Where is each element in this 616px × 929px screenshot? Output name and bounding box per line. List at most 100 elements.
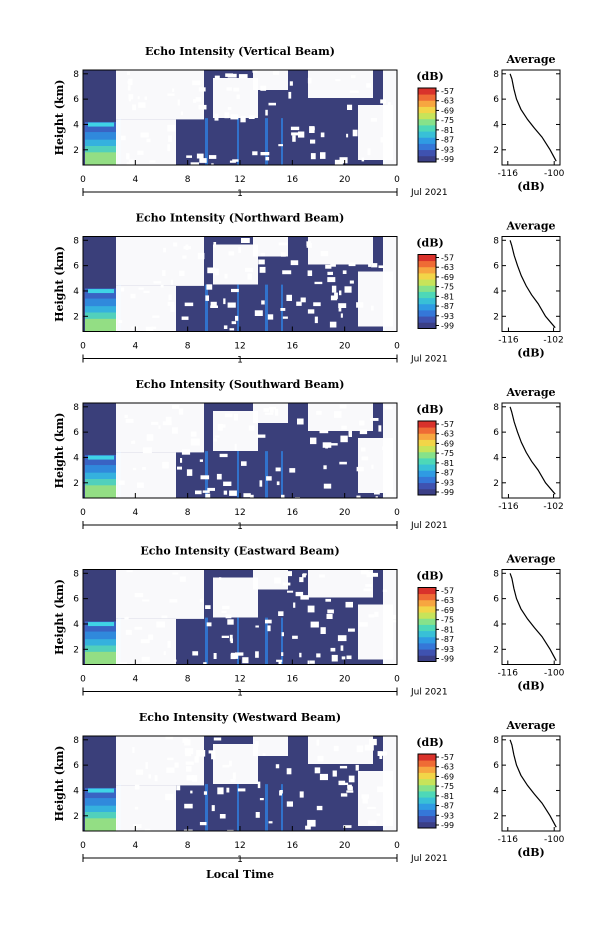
no-data-cell <box>148 774 151 779</box>
colorbar-frame <box>417 420 437 496</box>
x-tick-label: 16 <box>287 675 299 685</box>
profile-y-tick-label: 2 <box>493 312 499 322</box>
no-data-cell <box>152 315 160 318</box>
heatmap-echo-column <box>205 284 208 332</box>
no-data-cell <box>213 737 222 741</box>
no-data-cell <box>340 645 344 651</box>
no-data-cell <box>128 94 134 100</box>
no-data-cell <box>260 85 267 91</box>
no-data-cell <box>128 78 133 86</box>
colorbar-frame <box>417 753 437 829</box>
colorbar-swatch <box>418 464 436 471</box>
no-data-cell <box>282 316 288 319</box>
colorbar-tick-label: -63 <box>441 596 454 605</box>
no-data-cell <box>386 632 394 637</box>
no-data-cell <box>255 651 259 658</box>
no-data-cell <box>238 247 241 253</box>
colorbar-swatch <box>418 155 436 163</box>
no-data-cell <box>316 410 322 415</box>
no-data-cell <box>125 418 134 423</box>
x-tick-label: 16 <box>287 175 299 185</box>
no-data-region <box>253 70 288 90</box>
colorbar-swatch <box>418 112 436 120</box>
no-data-cell <box>130 293 136 299</box>
no-data-cell <box>292 635 298 639</box>
no-data-cell <box>351 75 356 79</box>
colorbar-swatch <box>418 279 436 286</box>
no-data-cell <box>127 71 130 75</box>
no-data-cell <box>361 794 369 799</box>
no-data-cell <box>118 320 123 323</box>
heatmap-echo-column <box>237 784 239 831</box>
no-data-cell <box>366 571 373 578</box>
colorbar-swatch <box>418 821 436 829</box>
no-data-cell <box>183 829 193 834</box>
x-tick-label: 0 <box>394 175 400 185</box>
no-data-cell <box>325 442 328 449</box>
chart-panel-3: Echo Intensity (Eastward Beam) 2 4 6 8 Height… <box>53 545 565 699</box>
colorbar-swatch <box>418 784 436 792</box>
colorbar-swatch <box>418 106 436 114</box>
colorbar-swatch <box>418 618 436 625</box>
y-axis-label: Height (km) <box>53 80 66 156</box>
no-data-cell <box>202 490 210 493</box>
no-data-cell <box>299 791 304 798</box>
no-data-cell <box>224 413 233 418</box>
no-data-cell <box>265 109 268 116</box>
colorbar-swatch <box>418 303 436 311</box>
profile-x-tick-label: -116 <box>498 669 519 679</box>
no-data-cell <box>365 584 372 587</box>
no-data-cell <box>275 467 281 472</box>
colorbar-swatch <box>418 482 436 490</box>
no-data-cell <box>167 93 175 96</box>
no-data-cell <box>219 453 228 458</box>
no-data-cell <box>165 416 172 423</box>
heatmap-echo-column <box>205 784 208 831</box>
no-data-cell <box>382 446 387 450</box>
colorbar-swatch <box>418 143 436 151</box>
no-data-cell <box>319 773 328 781</box>
date-axis-suffix: Jul 2021 <box>410 355 448 365</box>
no-data-cell <box>248 115 255 119</box>
profile-x-label: (dB) <box>517 347 544 360</box>
colorbar-tick-label: -75 <box>441 116 454 125</box>
y-tick-label: 8 <box>73 70 79 80</box>
date-axis-suffix: Jul 2021 <box>410 521 448 531</box>
colorbar-tick-label: -93 <box>441 145 454 154</box>
x-tick-label: 12 <box>234 175 245 185</box>
colorbar-swatch <box>418 458 436 465</box>
no-data-region <box>383 736 397 831</box>
no-data-cell <box>233 87 240 92</box>
colorbar-swatch <box>418 655 436 662</box>
no-data-cell <box>259 266 266 273</box>
no-data-cell <box>327 609 334 614</box>
colorbar-swatch <box>418 599 436 607</box>
colorbar-swatch <box>418 433 436 440</box>
colorbar-swatch <box>418 606 436 613</box>
no-data-cell <box>287 571 292 577</box>
no-data-cell <box>360 570 369 575</box>
no-data-region <box>116 119 176 165</box>
no-data-cell <box>281 494 285 500</box>
no-data-cell <box>268 102 276 106</box>
no-data-cell <box>131 326 138 329</box>
colorbar: -57-63-69-75-81-87-93-99 <box>417 254 454 331</box>
profile-y-tick-label: 6 <box>493 761 499 771</box>
average-profile: Average 2 4 6 8 -116 -100(dB) <box>493 53 564 193</box>
no-data-cell <box>219 814 226 819</box>
no-data-cell <box>181 316 189 320</box>
profile-y-tick-label: 4 <box>493 120 499 130</box>
y-tick-label: 8 <box>73 569 79 579</box>
no-data-cell <box>199 459 203 462</box>
colorbar-swatch <box>418 285 436 292</box>
profile-y-tick-label: 8 <box>493 70 499 80</box>
chart-title: Echo Intensity (Eastward Beam) <box>140 545 339 558</box>
no-data-cell <box>173 659 177 662</box>
profile-x-label: (dB) <box>517 180 544 193</box>
heatmap-echo-column <box>265 118 268 165</box>
colorbar-tick-label: -81 <box>441 459 454 468</box>
no-data-region <box>383 569 397 665</box>
no-data-cell <box>168 294 172 301</box>
no-data-cell <box>286 801 293 807</box>
no-data-cell <box>392 620 398 623</box>
